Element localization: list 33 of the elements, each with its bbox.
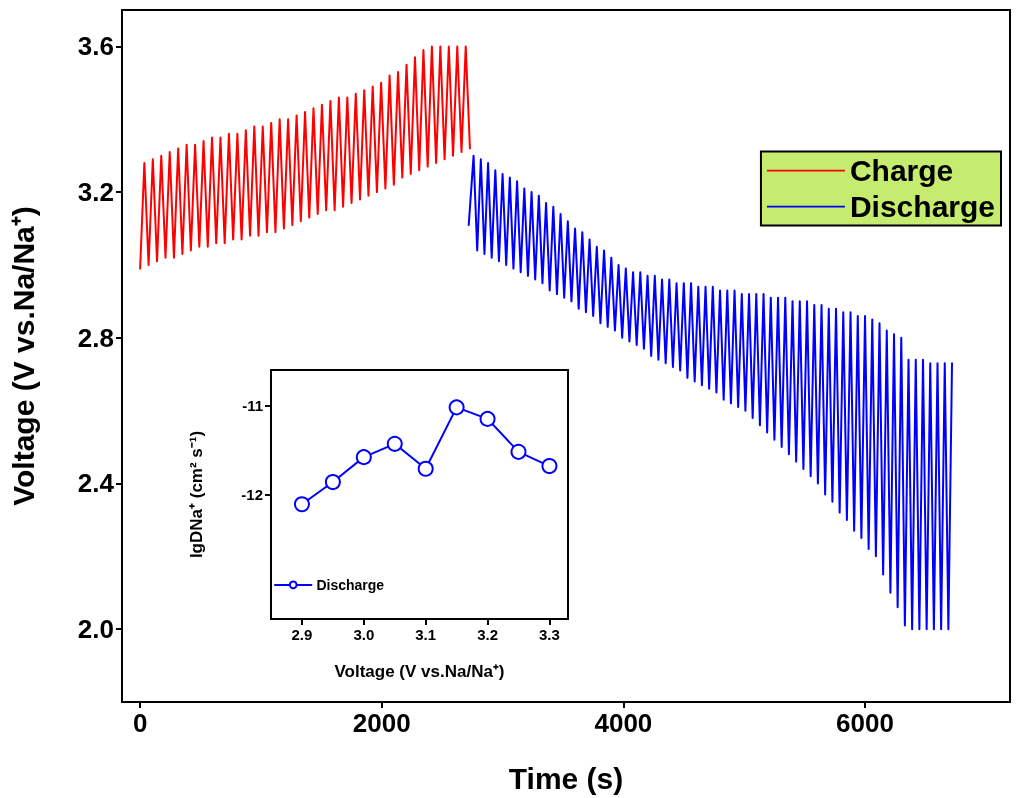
legend-label: Charge: [849, 154, 954, 188]
legend-label: Discharge: [849, 190, 996, 224]
x-tick-label: 3.2: [477, 626, 498, 643]
y-tick-label: -12: [241, 486, 263, 503]
y-axis-title: Voltage (V vs.Na/Na⁺): [6, 206, 40, 506]
x-tick-label: 2000: [352, 708, 411, 738]
x-tick-label: 3.0: [353, 626, 375, 643]
point: [541, 458, 558, 475]
x-tick-label: 4000: [594, 708, 653, 738]
x-axis-title: Voltage (V vs.Na/Na⁺): [334, 662, 505, 681]
point: [355, 449, 372, 466]
y-tick-label: 2.4: [77, 468, 115, 499]
point: [386, 435, 403, 452]
y-tick-label: 3.2: [77, 177, 114, 208]
y-tick-label: -11: [242, 397, 263, 415]
x-tick-label: 3.3: [539, 626, 560, 643]
legend-label: Discharge: [316, 576, 385, 593]
y-tick-label: 2.8: [77, 322, 114, 353]
x-tick-label: 6000: [836, 708, 894, 738]
point: [324, 474, 341, 491]
x-tick-label: 0: [132, 708, 148, 738]
point: [510, 443, 527, 460]
point: [293, 496, 310, 513]
point: [448, 399, 465, 416]
point: [479, 410, 496, 427]
y-tick-label: 2.0: [77, 614, 114, 645]
y-tick-label: 3.6: [77, 31, 114, 62]
x-axis-title: Time (s): [508, 761, 624, 795]
x-tick-label: 2.9: [291, 626, 313, 643]
point: [417, 460, 434, 477]
x-tick-label: 3.1: [415, 626, 437, 643]
y-axis-title: lgDNa⁺ (cm² s⁻¹): [187, 430, 206, 559]
line-series: [139, 45, 471, 270]
